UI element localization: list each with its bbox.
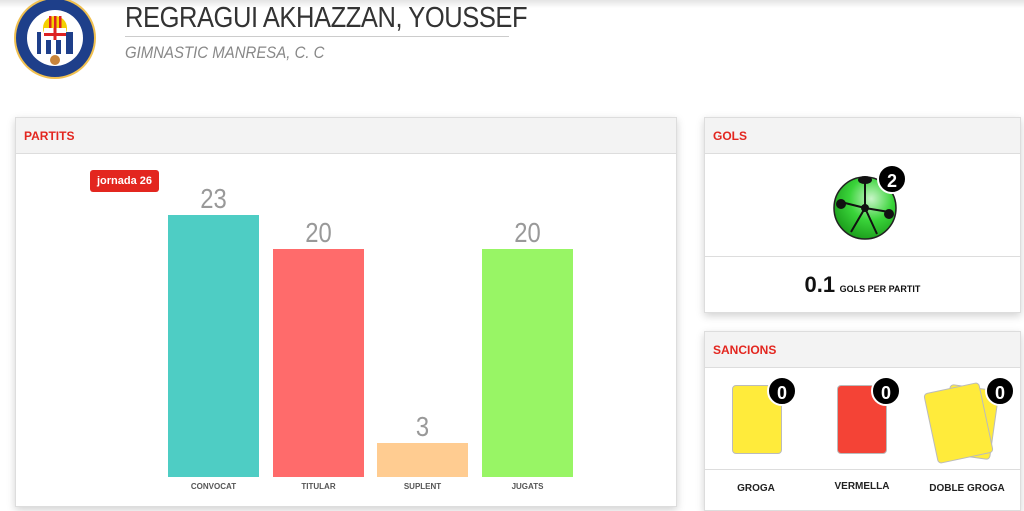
divider xyxy=(125,36,509,37)
bar-value-label: 23 xyxy=(200,183,227,214)
bar-value-label: 20 xyxy=(305,217,332,249)
partits-title: PARTITS xyxy=(16,118,676,154)
divider xyxy=(705,469,1020,470)
divider xyxy=(705,256,1020,257)
bar-value-label: 3 xyxy=(415,410,430,442)
sancions-panel: SANCIONS 0 0 0 GROGA VERMELLA DOBLE GROG… xyxy=(704,331,1021,511)
bar-jugats xyxy=(482,249,573,477)
top-shadow xyxy=(0,0,1024,8)
bar-category-label: CONVOCAT xyxy=(190,482,237,491)
club-name: GIMNASTIC MANRESA, C. C xyxy=(125,43,325,62)
bar-convocat xyxy=(168,215,259,477)
gols-title: GOLS xyxy=(705,118,1020,154)
bar-titular xyxy=(273,249,364,477)
red-count-badge: 0 xyxy=(871,376,901,406)
bar-value-label: 20 xyxy=(514,217,541,249)
yellow-count-badge: 0 xyxy=(767,376,797,406)
bar-category-label: JUGATS xyxy=(511,482,544,491)
goals-per-game: 0.1 GOLS PER PARTIT xyxy=(705,272,1020,298)
jornada-badge: jornada 26 xyxy=(90,170,160,192)
bar-suplent xyxy=(377,442,468,477)
sancions-title: SANCIONS xyxy=(705,332,1020,368)
player-name: REGRAGUI AKHAZZAN, YOUSSEF xyxy=(125,2,528,34)
gols-panel: GOLS 2 0.1 GOLS PER PARTIT xyxy=(704,117,1021,313)
partits-panel: PARTITS jornada 26 23 CONVOCAT 20 TITULAR 3 S… xyxy=(15,117,677,507)
bar-category-label: SUPLENT xyxy=(403,482,442,491)
red-label: VERMELLA xyxy=(834,481,890,492)
football-icon xyxy=(833,176,897,240)
goals-per-game-label: GOLS PER PARTIT xyxy=(839,284,921,294)
goals-per-game-value: 0.1 xyxy=(804,272,836,297)
double-yellow-count-badge: 0 xyxy=(985,376,1015,406)
bar-category-label: TITULAR xyxy=(301,482,336,491)
yellow-label: GROGA xyxy=(737,483,775,494)
double-yellow-label: DOBLE GROGA xyxy=(929,483,1005,494)
goals-count-badge: 2 xyxy=(877,164,907,194)
club-logo xyxy=(14,0,96,79)
